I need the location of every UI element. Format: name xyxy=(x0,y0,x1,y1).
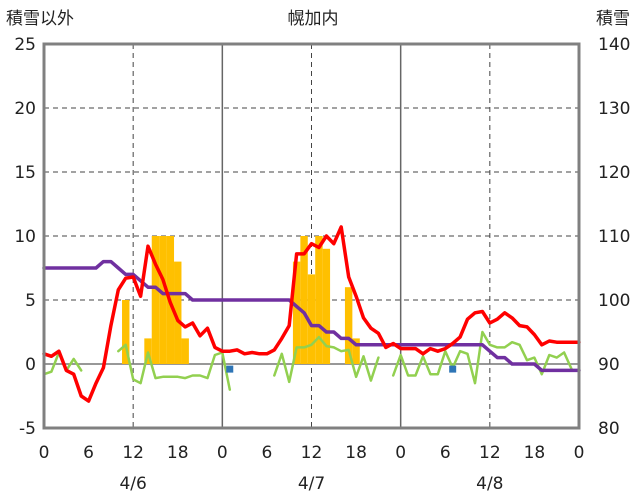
right-tick-label: 80 xyxy=(598,419,620,439)
wind-line xyxy=(273,335,380,384)
precipitation-bar xyxy=(122,300,130,364)
x-tick-label: 18 xyxy=(345,443,367,463)
temperature-line xyxy=(42,225,581,403)
right-tick-label: 130 xyxy=(598,99,630,119)
left-tick-label: 25 xyxy=(14,35,36,55)
left-tick-label: 0 xyxy=(25,355,36,375)
date-label: 4/6 xyxy=(119,474,146,494)
x-tick-label: 6 xyxy=(440,443,451,463)
right-tick-label: 140 xyxy=(598,35,630,55)
left-tick-label: 10 xyxy=(14,227,36,247)
right-axis-title: 積雪 xyxy=(596,9,630,29)
right-tick-label: 120 xyxy=(598,163,630,183)
precipitation-bar xyxy=(307,274,316,364)
x-tick-label: 18 xyxy=(524,443,546,463)
precipitation-bar xyxy=(352,338,360,364)
left-tick-label: 15 xyxy=(14,163,36,183)
right-tick-label: 100 xyxy=(598,291,630,311)
plot-border xyxy=(42,42,581,430)
right-tick-label: 90 xyxy=(598,355,620,375)
precipitation-bar xyxy=(315,236,323,364)
plot-frame xyxy=(42,42,581,430)
wind-line xyxy=(117,343,232,391)
x-tick-label: 0 xyxy=(39,443,50,463)
left-tick-label: 5 xyxy=(25,291,36,311)
chart-title: 幌加内 xyxy=(288,9,339,29)
x-tick-label: 12 xyxy=(479,443,501,463)
date-label: 4/8 xyxy=(476,474,503,494)
x-tick-label: 12 xyxy=(122,443,144,463)
precipitation-bar xyxy=(181,338,189,364)
precipitation-bar xyxy=(300,236,308,364)
x-tick-label: 0 xyxy=(574,443,585,463)
precipitation-bar xyxy=(144,338,152,364)
precipitation-bar xyxy=(159,236,167,364)
right-tick-label: 110 xyxy=(598,227,630,247)
x-tick-label: 6 xyxy=(262,443,273,463)
data-marker xyxy=(449,365,457,373)
x-tick-label: 12 xyxy=(301,443,323,463)
precipitation-bar xyxy=(174,261,182,364)
precipitation-bar xyxy=(322,248,331,364)
left-tick-label: 20 xyxy=(14,99,36,119)
date-label: 4/7 xyxy=(298,474,325,494)
precipitation-bar xyxy=(151,236,160,364)
series-lines xyxy=(42,225,581,403)
left-tick-label: -5 xyxy=(19,419,36,439)
precipitation-bar xyxy=(344,287,353,364)
precipitation-bar xyxy=(292,261,301,364)
left-axis-title: 積雪以外 xyxy=(6,9,74,29)
x-tick-label: 6 xyxy=(83,443,94,463)
grid-layer xyxy=(44,44,579,428)
x-tick-label: 18 xyxy=(167,443,189,463)
wind-line xyxy=(391,330,573,385)
data-marker xyxy=(226,365,234,373)
x-tick-label: 0 xyxy=(217,443,228,463)
snow_depth-line xyxy=(42,259,581,373)
x-tick-label: 0 xyxy=(395,443,406,463)
